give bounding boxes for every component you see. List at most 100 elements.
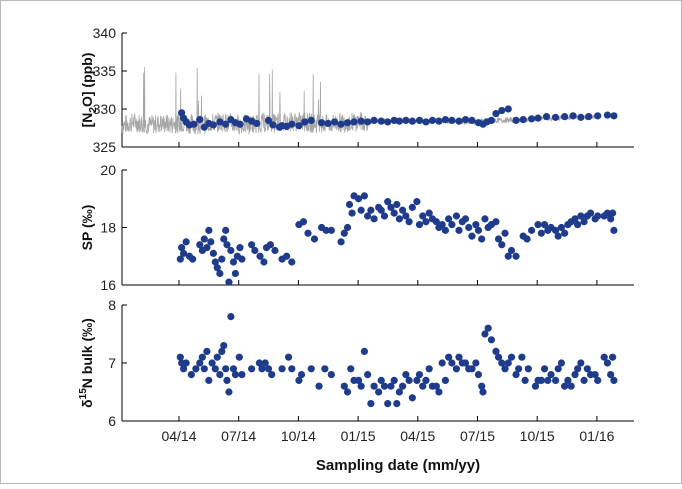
data-point [441, 226, 450, 234]
data-point [448, 116, 456, 124]
data-point [504, 252, 512, 260]
data-point [561, 382, 569, 390]
data-point [196, 359, 204, 367]
y-tick-label: 330 [93, 101, 117, 117]
data-point [498, 106, 506, 115]
data-point [264, 365, 273, 373]
chart-panels: 325 330 335 340 [N2O] (ppb) 16 18 20 SP (‰) 6 7 8 04… [78, 25, 634, 444]
data-point [357, 117, 365, 125]
data-point [375, 388, 383, 396]
data-point [425, 365, 433, 373]
y-axis-label-part: N bulk (‰) [79, 318, 95, 388]
data-point [364, 118, 372, 126]
data-point [208, 359, 216, 367]
data-point [415, 116, 424, 124]
data-point [455, 117, 463, 125]
data-point [487, 116, 496, 124]
data-point [354, 376, 363, 384]
data-point [211, 365, 219, 373]
data-point [367, 400, 375, 408]
data-point [564, 376, 572, 384]
data-point [384, 400, 392, 408]
y-axis-label: [N2O] (ppb) [79, 53, 99, 128]
data-point [315, 382, 323, 390]
data-point [445, 215, 453, 223]
data-point [594, 212, 602, 220]
data-point [395, 388, 403, 396]
data-point [295, 122, 303, 130]
data-point [227, 246, 235, 255]
data-point [422, 218, 430, 226]
data-point [547, 371, 555, 379]
data-point [330, 118, 339, 126]
data-point [441, 376, 450, 384]
data-point [377, 376, 385, 384]
data-point [465, 223, 473, 232]
data-point [266, 241, 275, 249]
data-point [337, 120, 345, 128]
y-tick-label: 340 [93, 25, 117, 41]
data-point [225, 388, 233, 396]
panel-2: 16 18 20 SP (‰) [79, 162, 634, 293]
data-point [182, 238, 190, 246]
data-point [479, 388, 487, 396]
data-point [370, 382, 378, 390]
data-point [231, 371, 240, 379]
data-point [322, 226, 330, 234]
data-point [413, 376, 421, 384]
data-point [192, 365, 200, 373]
y-tick-label: 335 [93, 63, 117, 79]
data-point [512, 116, 520, 124]
data-point [515, 365, 523, 373]
data-point [448, 359, 456, 367]
data-point [222, 120, 230, 128]
x-axis-label: Sampling date (mm/yy) [316, 457, 480, 474]
data-point [438, 359, 446, 367]
data-point [343, 119, 352, 127]
data-point [271, 246, 279, 255]
data-point [222, 226, 230, 234]
data-point [387, 203, 395, 211]
data-point [481, 215, 489, 223]
data-point [521, 376, 529, 384]
data-point [203, 244, 211, 252]
data-point [288, 120, 296, 128]
data-point [357, 206, 365, 214]
data-point [518, 353, 526, 361]
data-point [229, 365, 238, 373]
data-point [216, 118, 224, 126]
data-point [583, 365, 591, 373]
data-point [408, 394, 416, 402]
y-axis-label-script: 2 [88, 107, 99, 113]
data-point [494, 353, 503, 361]
x-tick-label: 10/15 [520, 428, 555, 444]
x-tick-label: 07/15 [460, 428, 495, 444]
data-point [492, 109, 500, 118]
x-tick-label: 07/14 [221, 428, 256, 444]
data-point [501, 229, 509, 237]
data-point [561, 113, 569, 121]
data-point [478, 382, 486, 390]
data-point [610, 376, 618, 384]
data-point [179, 249, 188, 257]
data-point [432, 218, 440, 226]
y-tick-label: 8 [108, 297, 116, 313]
data-point [574, 365, 582, 373]
data-point [408, 203, 416, 211]
data-point [498, 241, 506, 249]
data-point [577, 359, 585, 367]
data-point [248, 365, 256, 373]
data-point [554, 232, 562, 240]
data-point [571, 371, 579, 379]
data-point [542, 113, 551, 121]
data-point [428, 116, 437, 124]
data-point [235, 353, 243, 361]
data-point [213, 264, 221, 272]
data-point [402, 116, 410, 124]
data-point [393, 200, 401, 209]
data-point [182, 359, 190, 367]
data-point [200, 365, 208, 373]
y-axis-label-part: O] (ppb) [79, 53, 95, 107]
data-point [321, 365, 329, 373]
data-point [393, 400, 401, 408]
